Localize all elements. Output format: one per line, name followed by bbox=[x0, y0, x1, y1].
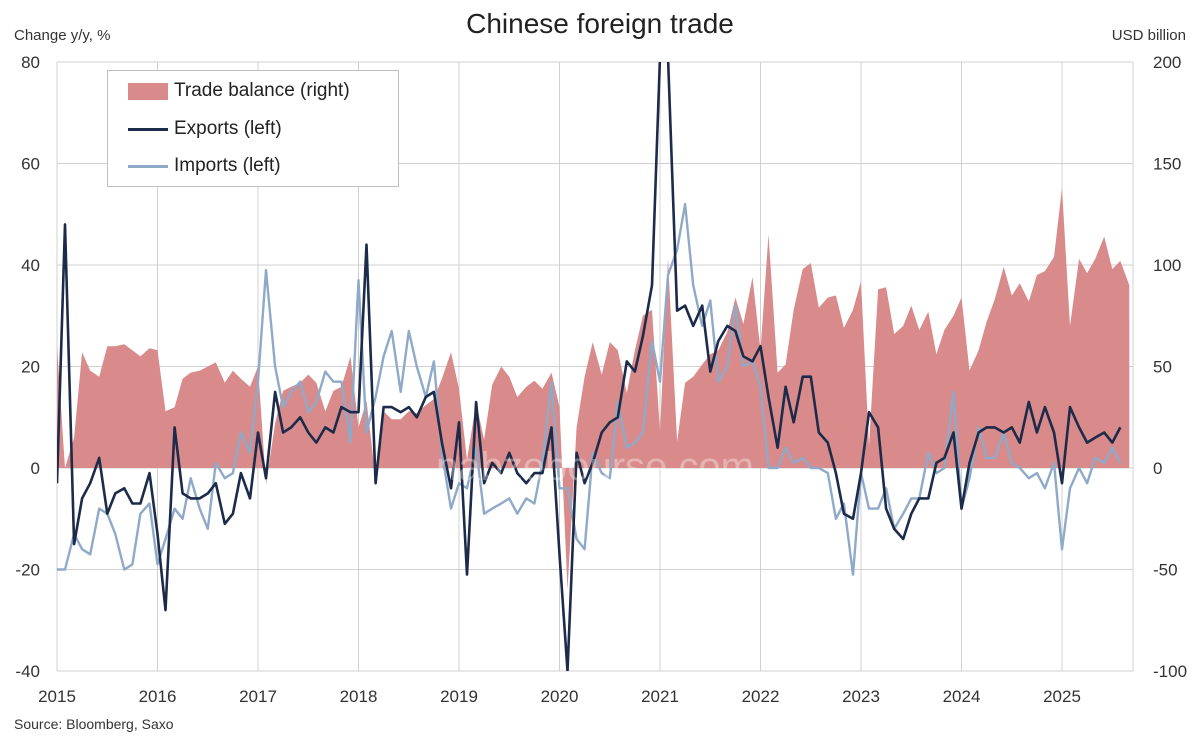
left-tick-label: 20 bbox=[21, 358, 40, 377]
left-tick-label: -40 bbox=[15, 662, 40, 681]
legend-label-exports: Exports (left) bbox=[174, 118, 282, 139]
legend-swatch-exports bbox=[128, 127, 168, 131]
left-tick-label: 40 bbox=[21, 256, 40, 275]
x-tick-label: 2017 bbox=[239, 687, 277, 706]
right-tick-label: 150 bbox=[1153, 155, 1181, 174]
left-axis-label: Change y/y, % bbox=[14, 27, 111, 44]
left-tick-label: 0 bbox=[31, 459, 40, 478]
chart-title: Chinese foreign trade bbox=[466, 8, 734, 39]
watermark-text: nabzebourse.com bbox=[436, 445, 754, 489]
legend-label-imports: Imports (left) bbox=[174, 155, 281, 176]
x-tick-label: 2015 bbox=[38, 687, 76, 706]
x-tick-label: 2019 bbox=[440, 687, 478, 706]
trade-balance-area bbox=[57, 187, 1130, 590]
exports-line bbox=[57, 62, 1122, 671]
x-tick-label: 2024 bbox=[943, 687, 981, 706]
x-tick-label: 2022 bbox=[742, 687, 780, 706]
imports-line bbox=[57, 202, 1122, 576]
right-tick-label: -100 bbox=[1153, 662, 1187, 681]
left-tick-label: 60 bbox=[21, 155, 40, 174]
right-tick-label: 100 bbox=[1153, 256, 1181, 275]
x-tick-label: 2021 bbox=[641, 687, 679, 706]
legend-item-imports: Imports (left) bbox=[128, 154, 281, 178]
left-tick-label: -20 bbox=[15, 561, 40, 580]
x-tick-label: 2016 bbox=[139, 687, 177, 706]
legend: Trade balance (right) Exports (left) Imp… bbox=[107, 70, 399, 187]
legend-swatch-balance bbox=[128, 82, 168, 100]
source-note: Source: Bloomberg, Saxo bbox=[14, 716, 174, 732]
x-tick-label: 2025 bbox=[1043, 687, 1081, 706]
right-tick-label: 0 bbox=[1153, 459, 1162, 478]
x-tick-label: 2020 bbox=[541, 687, 579, 706]
right-axis-label: USD billion bbox=[1111, 27, 1186, 44]
legend-item-exports: Exports (left) bbox=[128, 117, 282, 141]
right-tick-label: -50 bbox=[1153, 561, 1178, 580]
legend-swatch-imports bbox=[128, 164, 168, 168]
right-tick-label: 50 bbox=[1153, 358, 1172, 377]
legend-label-balance: Trade balance (right) bbox=[174, 80, 350, 101]
right-tick-label: 200 bbox=[1153, 53, 1181, 72]
x-tick-label: 2018 bbox=[340, 687, 378, 706]
left-tick-label: 80 bbox=[21, 53, 40, 72]
x-tick-label: 2023 bbox=[842, 687, 880, 706]
legend-item-balance: Trade balance (right) bbox=[128, 79, 350, 103]
